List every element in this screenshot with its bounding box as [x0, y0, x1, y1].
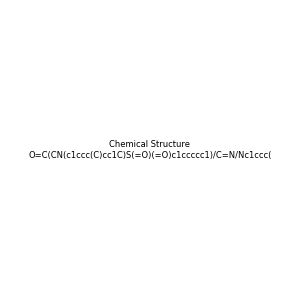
- Text: Chemical Structure
O=C(CN(c1ccc(C)cc1C)S(=O)(=O)c1ccccc1)/C=N/Nc1ccc(: Chemical Structure O=C(CN(c1ccc(C)cc1C)S…: [28, 140, 272, 160]
